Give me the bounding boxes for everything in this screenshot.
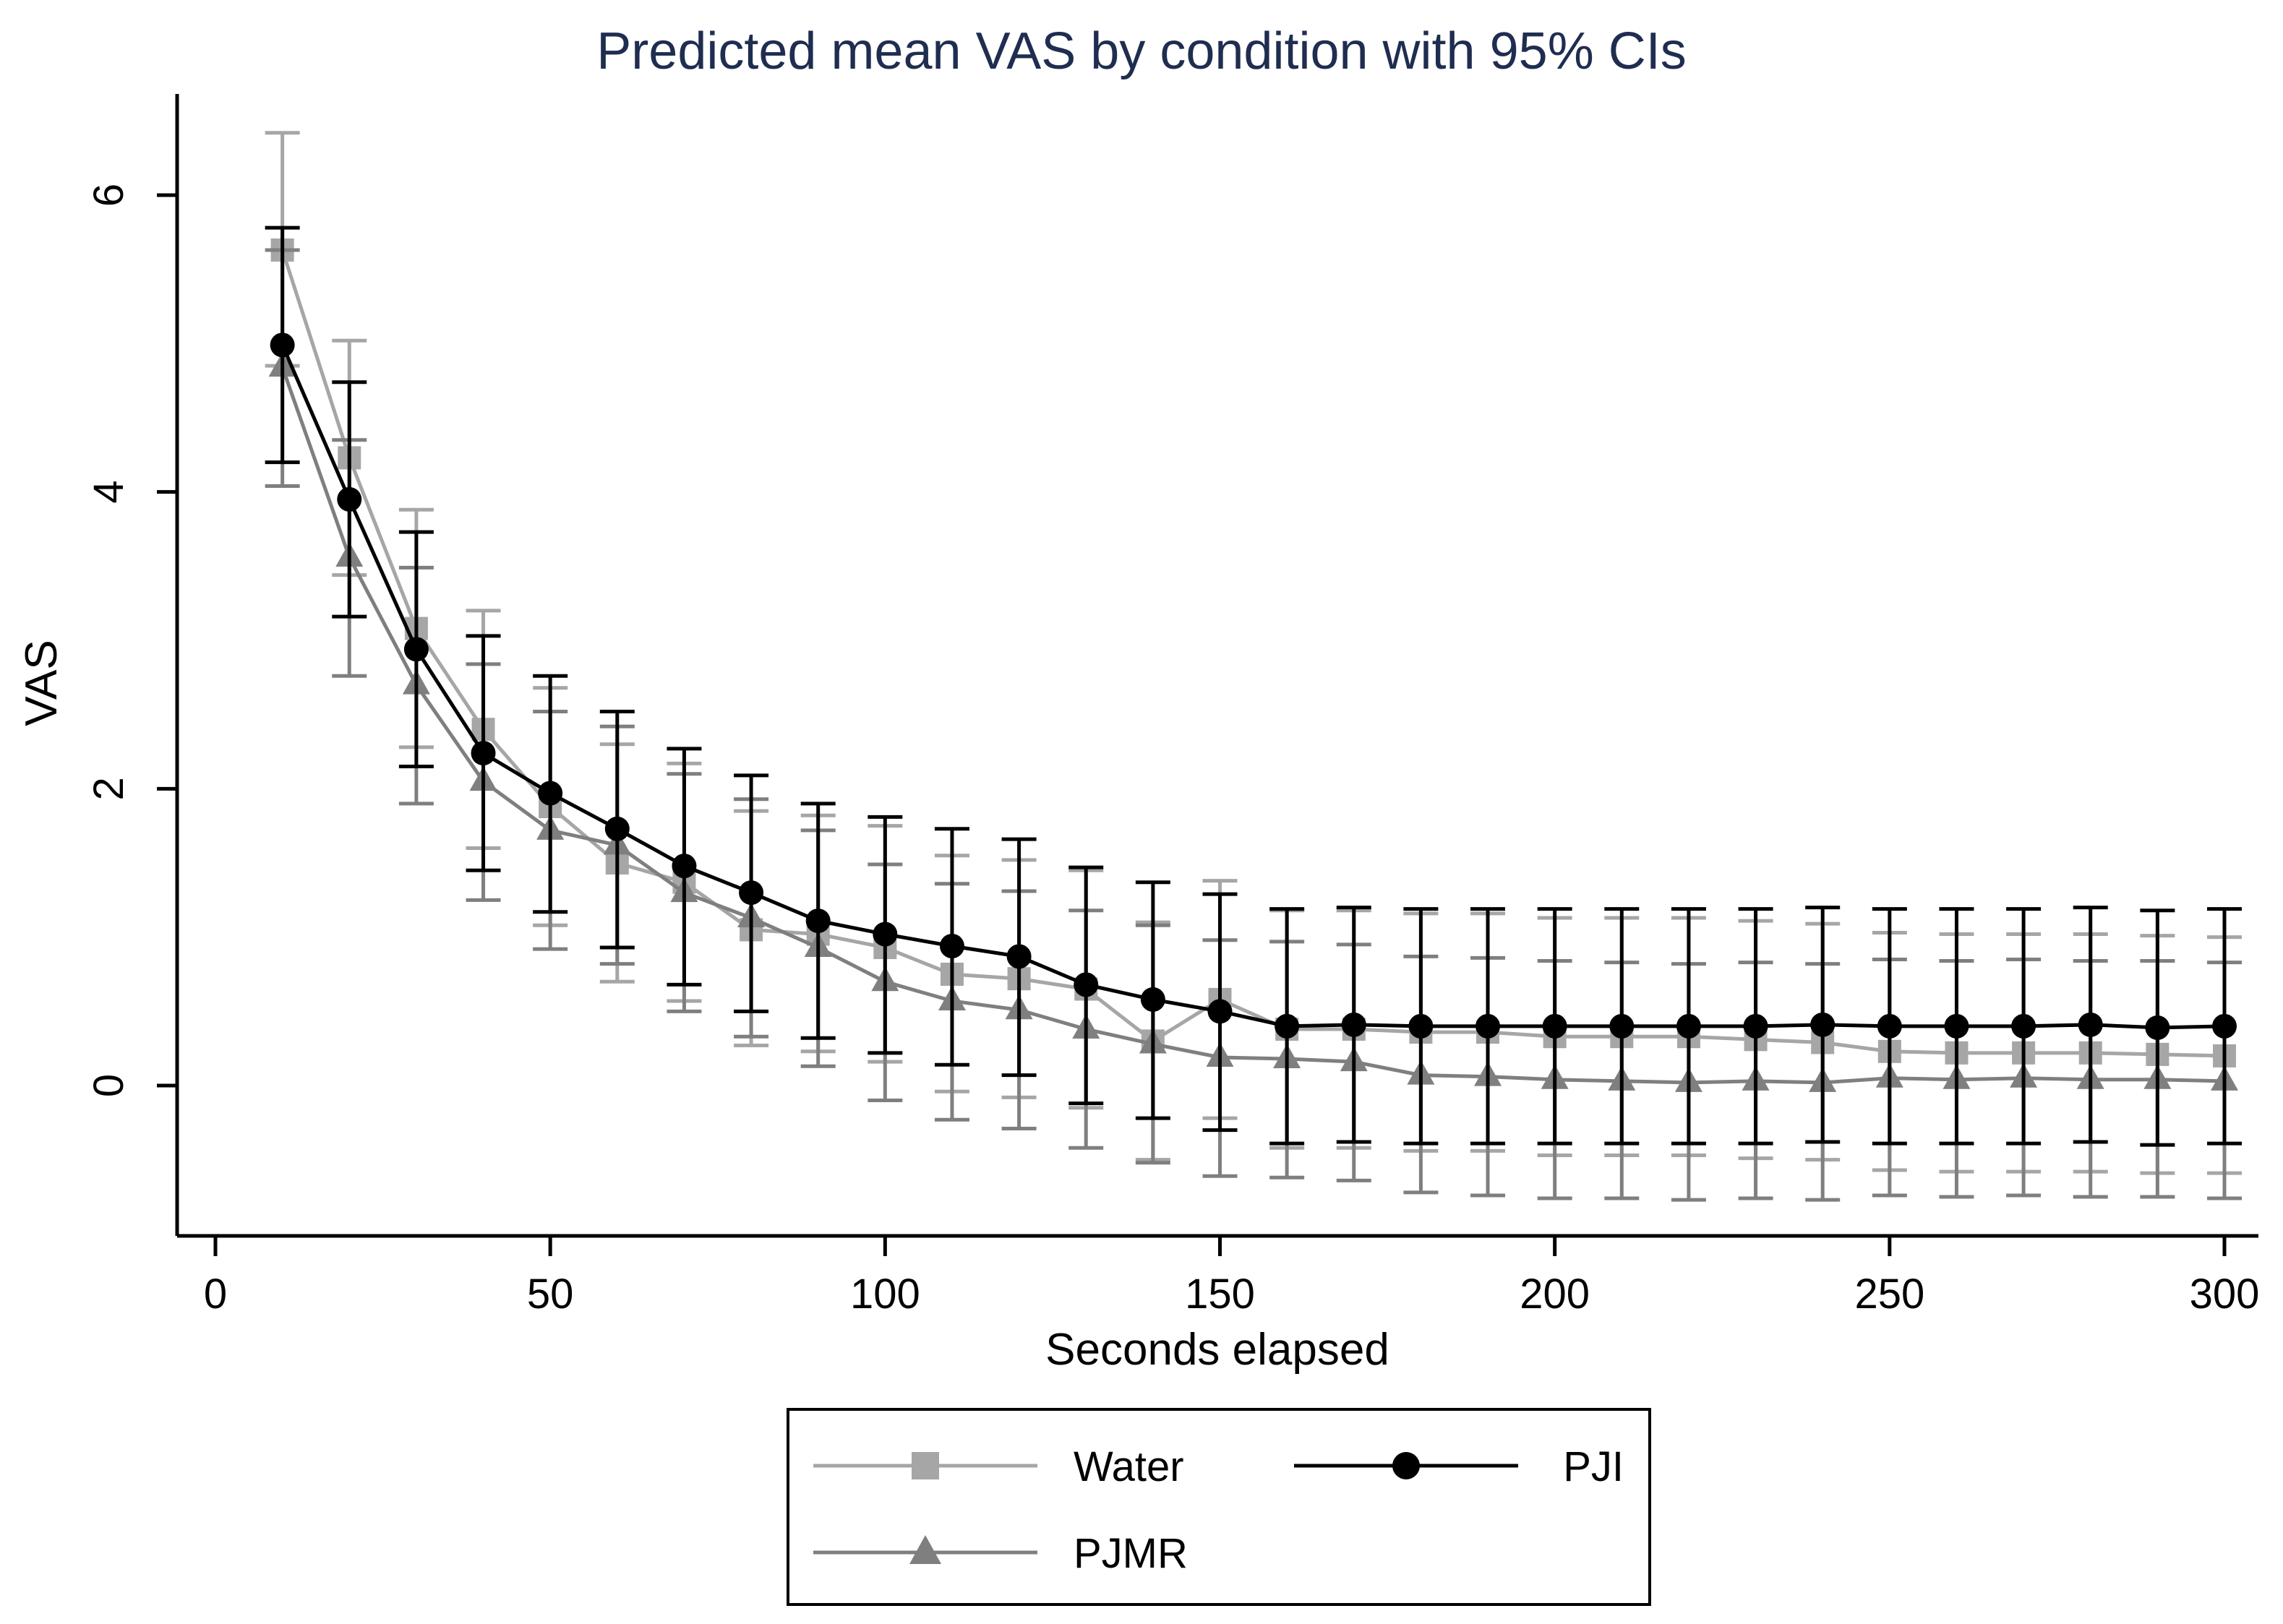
data-point-pji: [939, 933, 964, 958]
legend-triangle-marker-pjmr: [909, 1535, 941, 1564]
data-point-pji: [1542, 1013, 1567, 1039]
x-tick-label: 0: [204, 1271, 227, 1318]
data-point-pji: [1475, 1013, 1501, 1039]
series-line-pjmr: [280, 366, 2225, 1085]
data-point-pji: [1609, 1013, 1635, 1039]
y-tick-label: 0: [85, 1074, 132, 1097]
data-point-pji: [270, 332, 295, 358]
x-tick-label: 50: [527, 1271, 574, 1318]
data-point-pji: [337, 486, 362, 512]
data-point-pji: [672, 854, 697, 879]
data-point-pji: [2078, 1012, 2103, 1037]
y-axis-title: VAS: [17, 640, 67, 726]
data-point-pji: [739, 880, 764, 906]
series-line-water: [280, 249, 2225, 1058]
legend-square-marker-water: [912, 1452, 939, 1479]
plot-area: [265, 131, 2242, 1202]
y-tick-label: 2: [85, 777, 132, 800]
x-tick-label: 200: [1520, 1271, 1590, 1318]
legend-item-pji: PJI: [1294, 1443, 1624, 1490]
series-pji: [265, 225, 2242, 1147]
data-point-pji: [2212, 1013, 2237, 1039]
series-line-pji: [280, 344, 2225, 1030]
data-point-pji: [1676, 1013, 1701, 1039]
legend-item-pjmr: PJMR: [813, 1530, 1188, 1577]
x-tick-label: 250: [1854, 1271, 1924, 1318]
x-tick-label: 300: [2190, 1271, 2260, 1318]
data-point-pji: [403, 637, 429, 662]
data-point-pji: [1408, 1013, 1434, 1039]
x-tick-label: 100: [850, 1271, 920, 1318]
axes: 0 50 100 150 200 250 300 0 2 4 6: [85, 94, 2259, 1318]
data-point-pji: [538, 781, 563, 806]
x-axis-title: Seconds elapsed: [1045, 1325, 1389, 1375]
legend-item-water: Water: [813, 1443, 1184, 1490]
y-ticks: 0 2 4 6: [85, 184, 177, 1097]
data-point-pji: [1743, 1013, 1768, 1039]
data-point-pji: [1810, 1012, 1836, 1037]
legend-box: [787, 1408, 1651, 1606]
data-point-pji: [1877, 1013, 1902, 1039]
legend-label-water: Water: [1074, 1443, 1184, 1490]
data-point-pji: [1275, 1013, 1300, 1039]
data-point-pji: [1341, 1012, 1366, 1037]
data-point-pji: [873, 921, 898, 947]
chart-title: Predicted mean VAS by condition with 95%…: [596, 22, 1686, 80]
data-point-pji: [2145, 1015, 2170, 1040]
data-point-pji: [805, 908, 831, 934]
x-ticks: 0 50 100 150 200 250 300: [204, 1236, 2260, 1318]
data-point-pji: [471, 741, 496, 766]
data-point-pji: [1074, 972, 1099, 997]
x-tick-label: 150: [1185, 1271, 1255, 1318]
legend-label-pji: PJI: [1563, 1443, 1624, 1490]
data-point-pji: [1140, 987, 1165, 1012]
data-point-pji: [1944, 1013, 1969, 1039]
legend-label-pjmr: PJMR: [1074, 1530, 1188, 1577]
data-point-pji: [604, 816, 630, 841]
legend-circle-marker-pji: [1392, 1452, 1420, 1479]
data-point-pji: [2011, 1013, 2036, 1039]
data-point-pji: [1207, 999, 1233, 1024]
y-tick-label: 4: [85, 481, 132, 504]
legend: Water PJI PJMR: [787, 1408, 1651, 1606]
y-tick-label: 6: [85, 184, 132, 207]
data-point-pji: [1006, 944, 1032, 969]
